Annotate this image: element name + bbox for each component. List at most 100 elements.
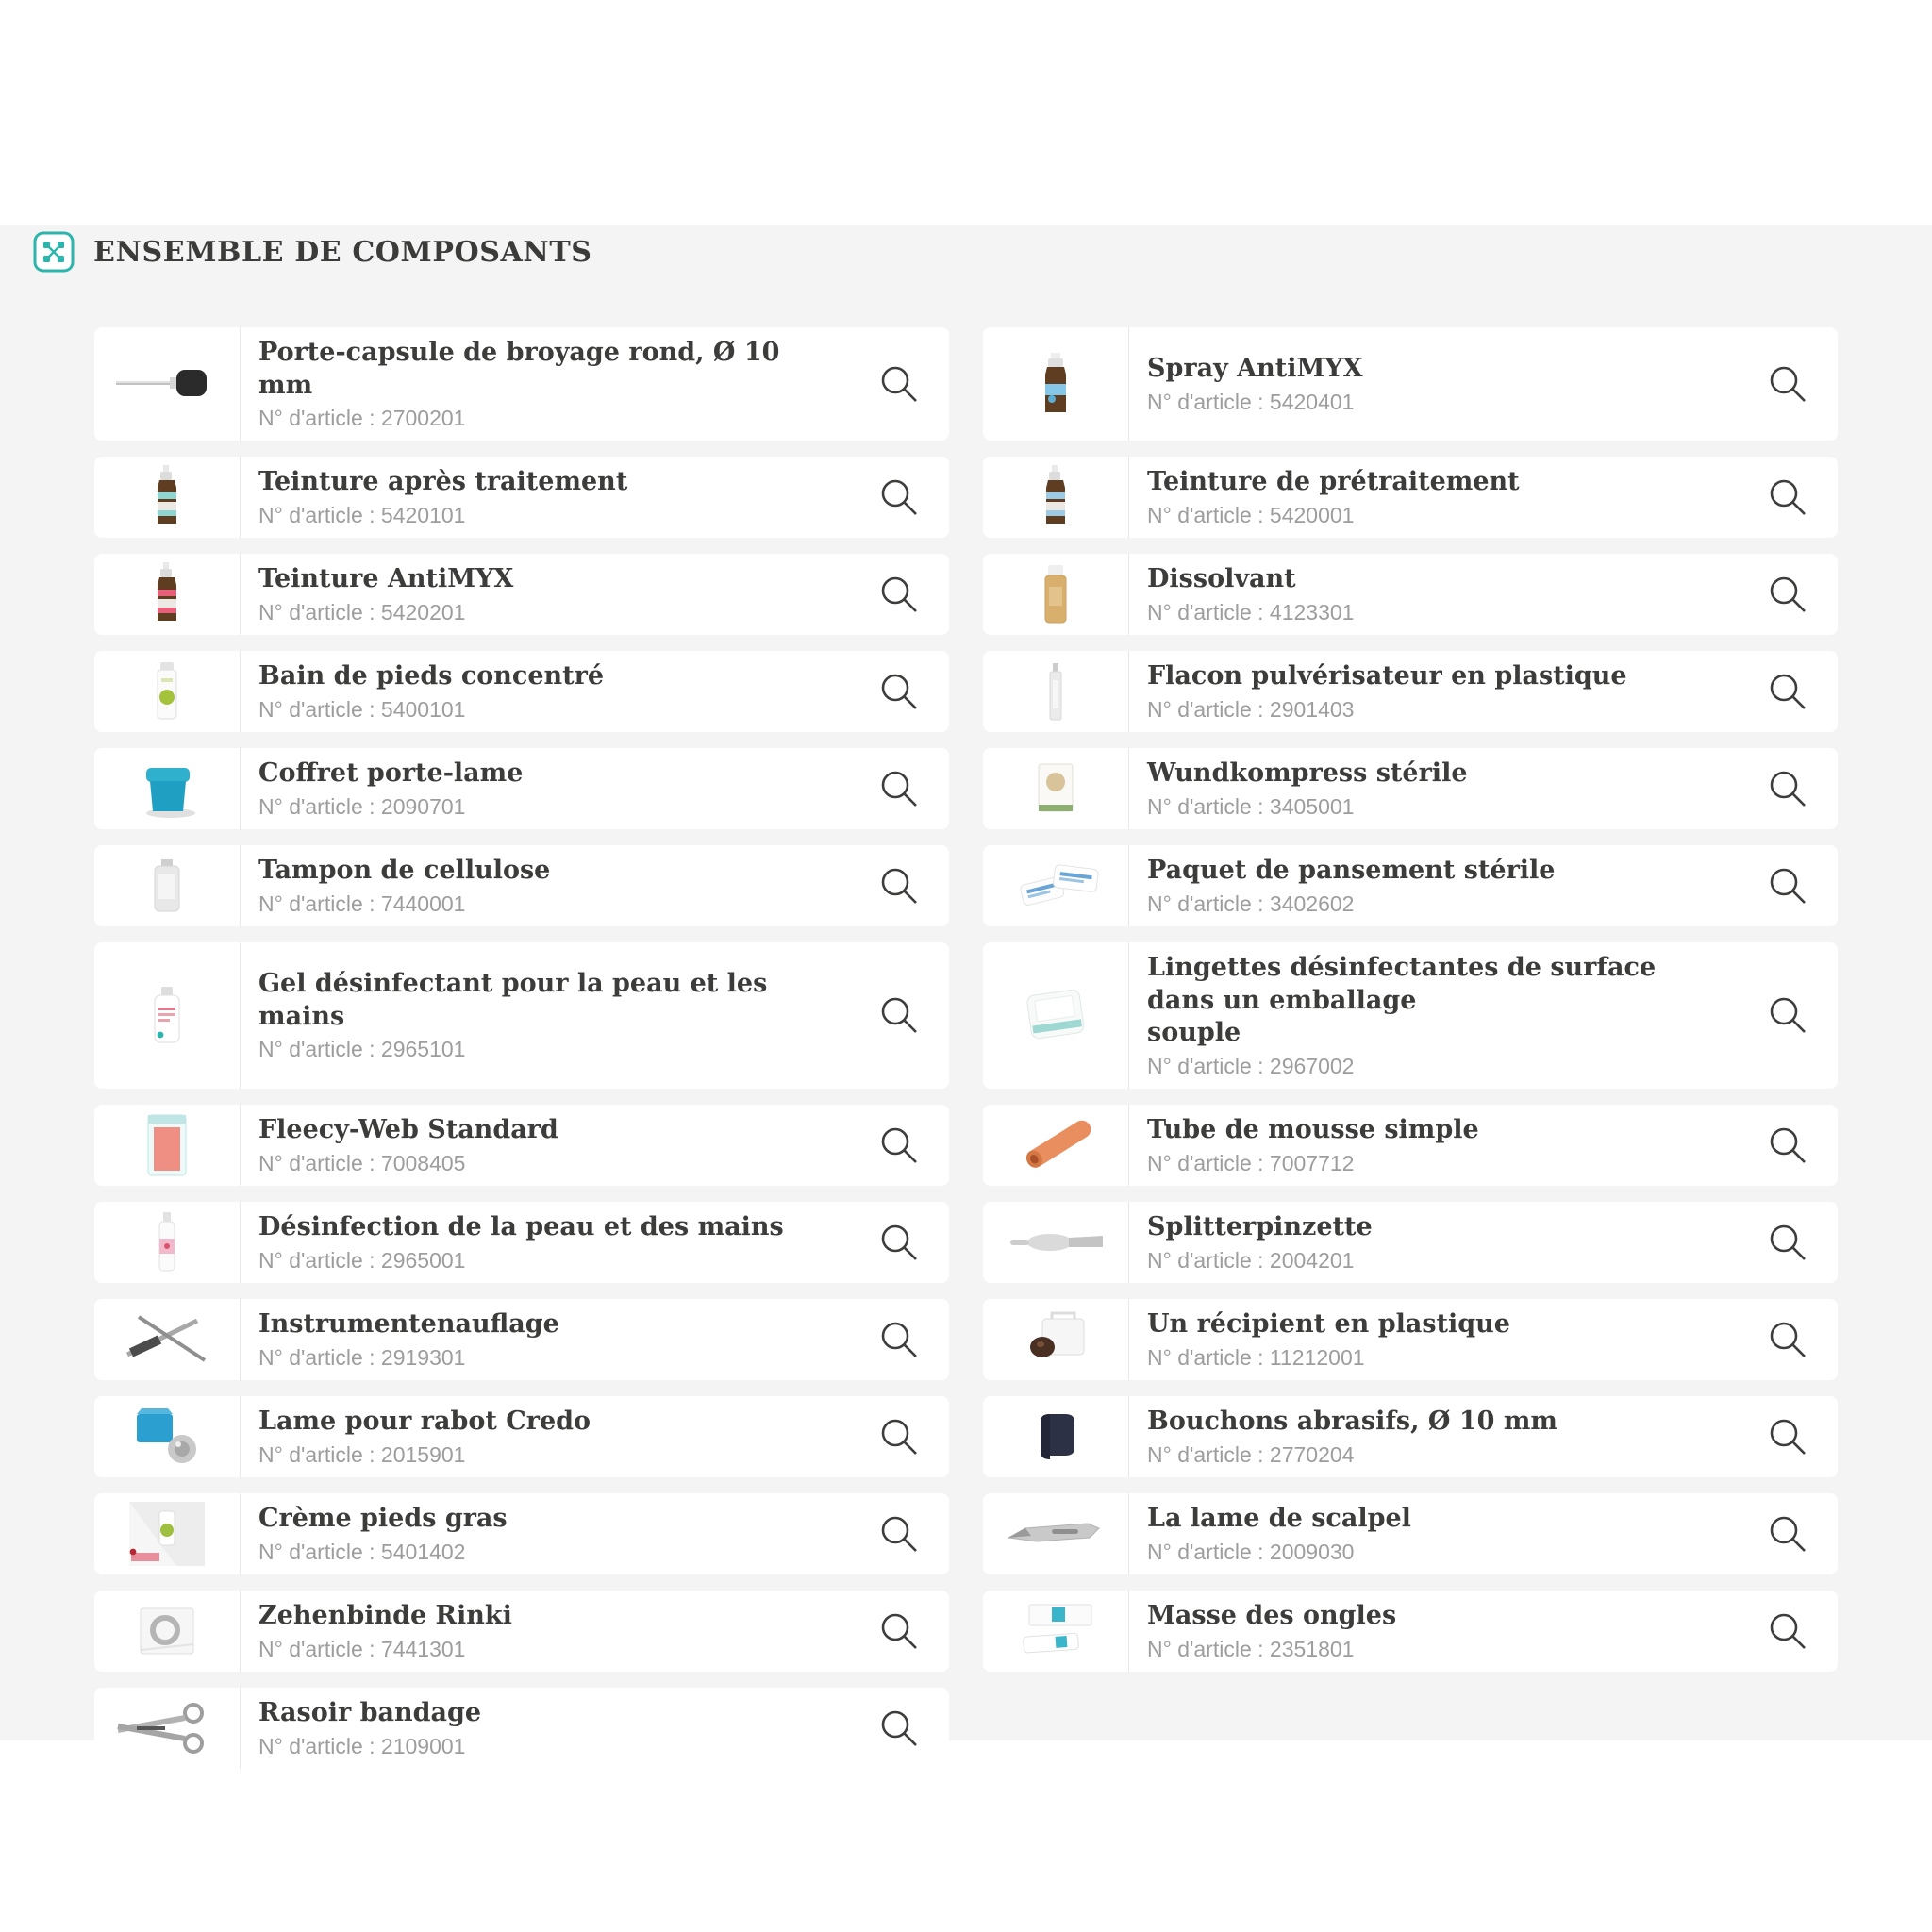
product-title: Crème pieds gras	[258, 1503, 508, 1533]
product-card[interactable]: Teinture AntiMYX N° d'article : 5420201	[94, 554, 949, 636]
spray-pink-image	[94, 1201, 241, 1283]
product-card[interactable]: Bouchons abrasifs, Ø 10 mm N° d'article …	[983, 1395, 1838, 1477]
pansement-image	[983, 845, 1129, 927]
article-number: N° d'article : 4123301	[1147, 599, 1355, 625]
article-number: N° d'article : 2967002	[1147, 1053, 1355, 1078]
product-card[interactable]: Lingettes désinfectantes de surface dans…	[983, 942, 1838, 1089]
search-icon[interactable]	[877, 573, 921, 616]
search-icon[interactable]	[877, 1318, 921, 1361]
product-info: Rasoir bandage N° d'article : 2109001	[241, 1688, 949, 1769]
search-icon[interactable]	[877, 1124, 921, 1167]
product-card[interactable]: Tube de mousse simple N° d'article : 700…	[983, 1104, 1838, 1186]
product-card[interactable]: Instrumentenauflage N° d'article : 29193…	[94, 1298, 949, 1380]
product-card[interactable]: Wundkompress stérile N° d'article : 3405…	[983, 748, 1838, 830]
search-icon[interactable]	[1766, 362, 1809, 406]
product-card[interactable]: Paquet de pansement stérile N° d'article…	[983, 845, 1838, 927]
product-card[interactable]: Rasoir bandage N° d'article : 2109001	[94, 1687, 949, 1769]
product-info: Instrumentenauflage N° d'article : 29193…	[241, 1299, 949, 1380]
product-info: Flacon pulvérisateur en plastique N° d'a…	[1129, 651, 1838, 732]
article-number: N° d'article : 3402602	[1147, 891, 1355, 916]
product-card[interactable]: Masse des ongles N° d'article : 2351801	[983, 1590, 1838, 1672]
article-number: N° d'article : 7007712	[1147, 1150, 1355, 1175]
product-title: Teinture AntiMYX	[258, 564, 514, 594]
product-card[interactable]: Porte-capsule de broyage rond, Ø 10 mm N…	[94, 327, 949, 441]
search-icon[interactable]	[877, 1415, 921, 1458]
product-card[interactable]: Dissolvant N° d'article : 4123301	[983, 554, 1838, 636]
search-icon[interactable]	[1766, 475, 1809, 519]
product-card[interactable]: Un récipient en plastique N° d'article :…	[983, 1298, 1838, 1380]
bottle-teal-image	[94, 457, 241, 539]
search-icon[interactable]	[877, 864, 921, 908]
mandrel-image	[94, 327, 241, 441]
dissolvant-image	[983, 554, 1129, 636]
product-title: Masse des ongles	[1147, 1600, 1397, 1630]
article-number: N° d'article : 2004201	[1147, 1247, 1355, 1273]
search-icon[interactable]	[877, 475, 921, 519]
product-info: Bain de pieds concentré N° d'article : 5…	[241, 651, 949, 732]
product-info: Désinfection de la peau et des mains N° …	[241, 1202, 949, 1283]
product-card[interactable]: Teinture de prétraitement N° d'article :…	[983, 457, 1838, 539]
search-icon[interactable]	[877, 1609, 921, 1653]
product-card[interactable]: Coffret porte-lame N° d'article : 209070…	[94, 748, 949, 830]
product-title: Désinfection de la peau et des mains	[258, 1211, 784, 1241]
search-icon[interactable]	[1766, 767, 1809, 810]
product-title: Tube de mousse simple	[1147, 1114, 1479, 1144]
product-title: Flacon pulvérisateur en plastique	[1147, 661, 1627, 691]
fleecy-image	[94, 1104, 241, 1186]
product-title: Lame pour rabot Credo	[258, 1406, 591, 1436]
product-title: Tampon de cellulose	[258, 856, 551, 886]
product-card[interactable]: Crème pieds gras N° d'article : 5401402	[94, 1492, 949, 1574]
article-number: N° d'article : 2919301	[258, 1344, 466, 1370]
mousse-image	[983, 1104, 1129, 1186]
jar-gray-image	[94, 845, 241, 927]
product-card[interactable]: Désinfection de la peau et des mains N° …	[94, 1201, 949, 1283]
search-icon[interactable]	[877, 362, 921, 406]
search-icon[interactable]	[877, 993, 921, 1037]
search-icon[interactable]	[877, 767, 921, 810]
search-icon[interactable]	[1766, 1415, 1809, 1458]
product-card[interactable]: Teinture après traitement N° d'article :…	[94, 457, 949, 539]
search-icon[interactable]	[1766, 670, 1809, 713]
rasoir-image	[94, 1687, 241, 1769]
product-card[interactable]: Splitterpinzette N° d'article : 2004201	[983, 1201, 1838, 1283]
product-title: Zehenbinde Rinki	[258, 1600, 512, 1630]
product-info: Bouchons abrasifs, Ø 10 mm N° d'article …	[1129, 1396, 1838, 1477]
search-icon[interactable]	[877, 1512, 921, 1556]
product-info: Splitterpinzette N° d'article : 2004201	[1129, 1202, 1838, 1283]
product-card[interactable]: La lame de scalpel N° d'article : 200903…	[983, 1492, 1838, 1574]
article-number: N° d'article : 5420201	[258, 599, 466, 625]
search-icon[interactable]	[1766, 1124, 1809, 1167]
product-info: Teinture de prétraitement N° d'article :…	[1129, 457, 1838, 538]
pinzette-image	[983, 1201, 1129, 1283]
wundkompress-image	[983, 748, 1129, 830]
product-title: Coffret porte-lame	[258, 758, 524, 789]
search-icon[interactable]	[1766, 1318, 1809, 1361]
product-card[interactable]: Bain de pieds concentré N° d'article : 5…	[94, 651, 949, 733]
product-card[interactable]: Lame pour rabot Credo N° d'article : 201…	[94, 1395, 949, 1477]
product-card[interactable]: Tampon de cellulose N° d'article : 74400…	[94, 845, 949, 927]
masse-image	[983, 1590, 1129, 1672]
search-icon[interactable]	[877, 1221, 921, 1264]
product-title: Splitterpinzette	[1147, 1211, 1373, 1241]
product-card[interactable]: Fleecy-Web Standard N° d'article : 70084…	[94, 1104, 949, 1186]
section-header: ENSEMBLE DE COMPOSANTS	[33, 231, 592, 273]
product-card[interactable]: Spray AntiMYX N° d'article : 5420401	[983, 327, 1838, 441]
search-icon[interactable]	[1766, 1609, 1809, 1653]
search-icon[interactable]	[877, 1707, 921, 1750]
article-number: N° d'article : 7008405	[258, 1150, 466, 1175]
product-card[interactable]: Flacon pulvérisateur en plastique N° d'a…	[983, 651, 1838, 733]
article-number: N° d'article : 5420101	[258, 502, 466, 527]
product-title: La lame de scalpel	[1147, 1503, 1411, 1533]
article-number: N° d'article : 11212001	[1147, 1344, 1365, 1370]
article-number: N° d'article : 2965101	[258, 1037, 466, 1062]
search-icon[interactable]	[1766, 1221, 1809, 1264]
product-card[interactable]: Zehenbinde Rinki N° d'article : 7441301	[94, 1590, 949, 1672]
search-icon[interactable]	[1766, 573, 1809, 616]
search-icon[interactable]	[1766, 1512, 1809, 1556]
credo-image	[94, 1395, 241, 1477]
search-icon[interactable]	[877, 670, 921, 713]
search-icon[interactable]	[1766, 993, 1809, 1037]
product-title: Teinture de prétraitement	[1147, 467, 1520, 497]
search-icon[interactable]	[1766, 864, 1809, 908]
product-card[interactable]: Gel désinfectant pour la peau et les mai…	[94, 942, 949, 1089]
